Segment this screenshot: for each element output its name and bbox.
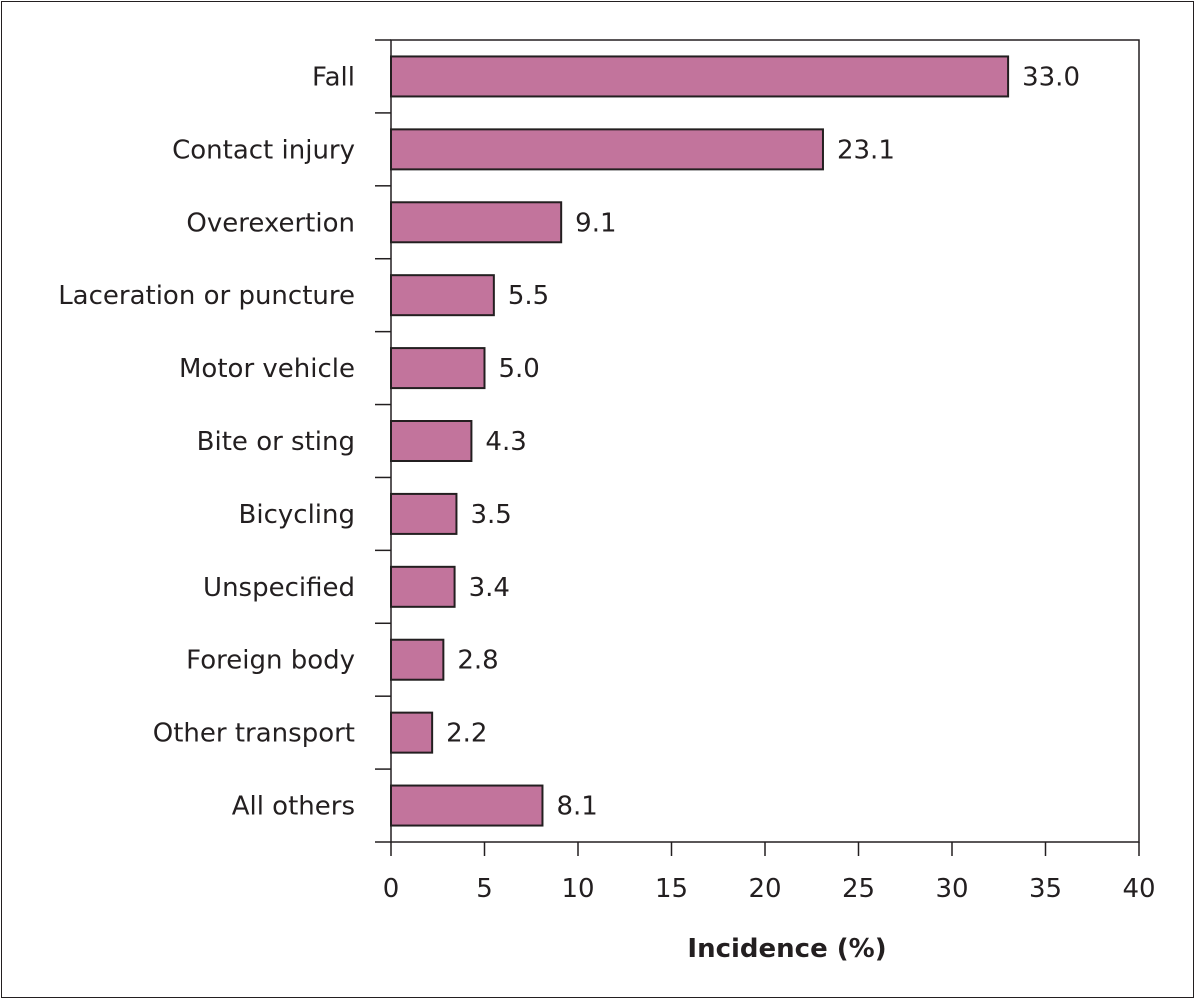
x-tick-label: 0 [383, 874, 400, 904]
bar [390, 784, 544, 827]
value-label: 33.0 [1022, 62, 1080, 92]
bar [390, 711, 434, 754]
value-label: 5.5 [508, 281, 549, 311]
value-label: 2.2 [446, 719, 487, 749]
category-label: Other transport [153, 719, 355, 749]
bar [390, 420, 473, 462]
bar [390, 492, 458, 535]
category-label: Bite or sting [197, 427, 355, 457]
category-label: Laceration or puncture [58, 281, 355, 311]
category-label: All others [232, 792, 355, 822]
bar [390, 274, 495, 317]
category-label: Motor vehicle [179, 354, 355, 384]
value-label: 3.5 [470, 500, 511, 530]
y-axis-ticks [375, 39, 391, 843]
bar [390, 55, 1010, 98]
x-tick-label: 30 [935, 874, 968, 904]
category-label: Overexertion [186, 208, 355, 238]
value-label: 3.4 [469, 573, 510, 603]
x-tick-label: 15 [655, 874, 688, 904]
bar [390, 128, 824, 171]
bars-group: Fall 33.0 Contact injury 23.1 Overexertion 9.… [58, 55, 1080, 827]
bar [390, 565, 456, 608]
bar [390, 201, 563, 244]
x-tick-label: 35 [1029, 874, 1062, 904]
category-label: Contact injury [172, 135, 355, 165]
x-tick-label: 5 [476, 874, 493, 904]
category-label: Foreign body [186, 646, 355, 676]
value-label: 2.8 [457, 646, 498, 676]
x-tick-label: 20 [748, 874, 781, 904]
value-label: 9.1 [575, 208, 616, 238]
value-label: 5.0 [499, 354, 540, 384]
value-label: 23.1 [837, 135, 895, 165]
value-label: 8.1 [556, 792, 597, 822]
bar [390, 638, 445, 681]
category-label: Unspecified [203, 573, 355, 603]
bar [390, 347, 486, 390]
x-axis-title: Incidence (%) [687, 934, 886, 964]
x-tick-label: 25 [842, 874, 875, 904]
x-tick-label: 10 [561, 874, 594, 904]
x-tick-label: 40 [1122, 874, 1155, 904]
category-label: Fall [312, 62, 355, 92]
x-axis-ticks: 0 5 10 15 20 25 30 35 40 [383, 842, 1156, 904]
value-label: 4.3 [485, 427, 526, 457]
category-label: Bicycling [239, 500, 355, 530]
